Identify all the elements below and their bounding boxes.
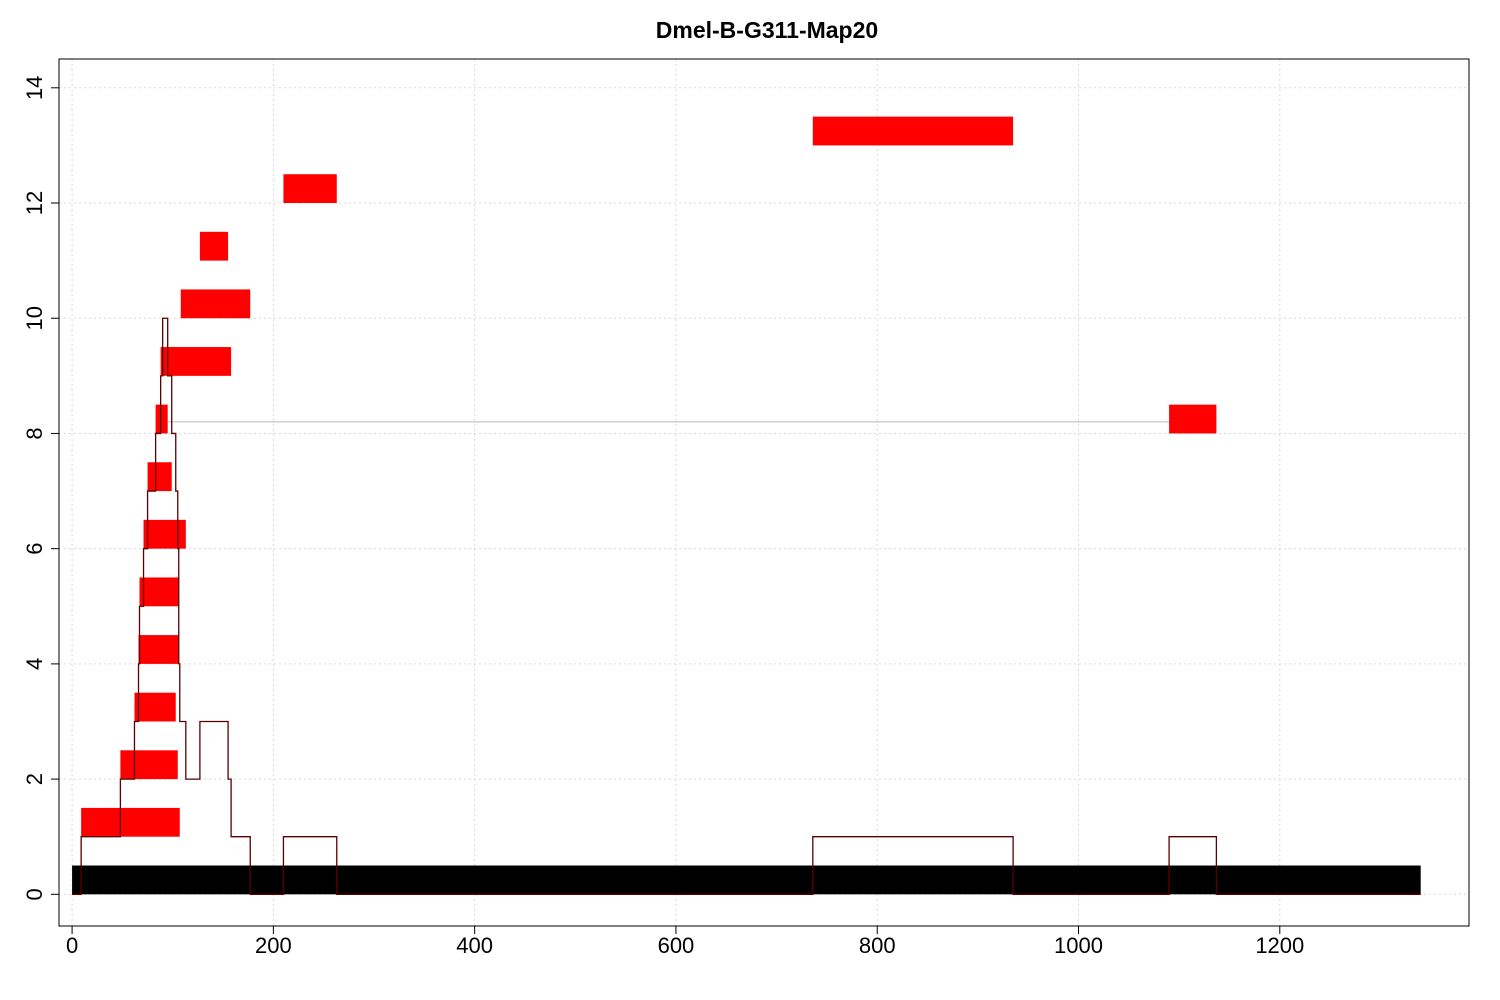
- x-tick-label: 400: [456, 933, 493, 958]
- read-bar: [143, 519, 186, 549]
- read-bars: [81, 116, 1217, 837]
- read-bar: [180, 289, 251, 319]
- y-tick-label: 4: [22, 658, 47, 670]
- read-bar: [147, 462, 172, 492]
- plot-frame: [58, 58, 1470, 927]
- read-bar: [199, 231, 229, 261]
- read-bar: [139, 577, 179, 607]
- read-bar: [1169, 404, 1217, 434]
- x-tick-label: 800: [859, 933, 896, 958]
- read-bar: [120, 750, 178, 780]
- x-tick-label: 1000: [1054, 933, 1103, 958]
- coverage-line: [72, 317, 1421, 895]
- y-tick-label: 2: [22, 773, 47, 785]
- y-tick-label: 14: [22, 76, 47, 100]
- x-tick-label: 1200: [1255, 933, 1304, 958]
- read-bar: [134, 692, 176, 722]
- y-tick-label: 0: [22, 888, 47, 900]
- coverage-line-layer: [72, 317, 1421, 895]
- x-tick-label: 600: [658, 933, 695, 958]
- read-bar: [812, 116, 1014, 146]
- read-bar: [283, 174, 337, 204]
- y-tick-label: 8: [22, 427, 47, 439]
- y-tick-label: 12: [22, 191, 47, 215]
- chart-title: Dmel-B-G311-Map20: [656, 17, 878, 43]
- x-tick-label: 200: [255, 933, 292, 958]
- x-tick-label: 0: [66, 933, 78, 958]
- read-bar: [138, 635, 179, 664]
- grid-lines: [59, 59, 1469, 926]
- y-tick-label: 6: [22, 543, 47, 555]
- reference-bar-layer: [72, 865, 1421, 895]
- read-bar: [155, 404, 168, 434]
- reference-bar: [72, 865, 1421, 895]
- read-bar: [81, 807, 180, 837]
- x-axis: 0 200 400 600 800 1000 1200: [66, 925, 1304, 958]
- y-axis: 0 2 4 6 8 10 12 14: [22, 76, 60, 900]
- y-tick-label: 10: [22, 306, 47, 330]
- read-bar: [160, 347, 232, 376]
